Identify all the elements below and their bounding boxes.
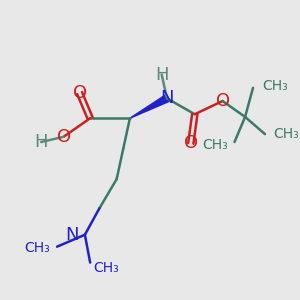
Text: CH₃: CH₃ bbox=[25, 241, 50, 255]
Polygon shape bbox=[130, 95, 169, 118]
Text: CH₃: CH₃ bbox=[202, 138, 228, 152]
Text: O: O bbox=[57, 128, 71, 146]
Text: CH₃: CH₃ bbox=[273, 127, 298, 141]
Text: O: O bbox=[73, 84, 87, 102]
Text: O: O bbox=[184, 134, 198, 152]
Text: N: N bbox=[65, 226, 78, 244]
Text: O: O bbox=[215, 92, 230, 110]
Text: N: N bbox=[160, 89, 174, 107]
Text: CH₃: CH₃ bbox=[262, 80, 288, 93]
Text: H: H bbox=[155, 65, 168, 83]
Text: CH₃: CH₃ bbox=[93, 261, 119, 275]
Text: H: H bbox=[34, 133, 48, 151]
